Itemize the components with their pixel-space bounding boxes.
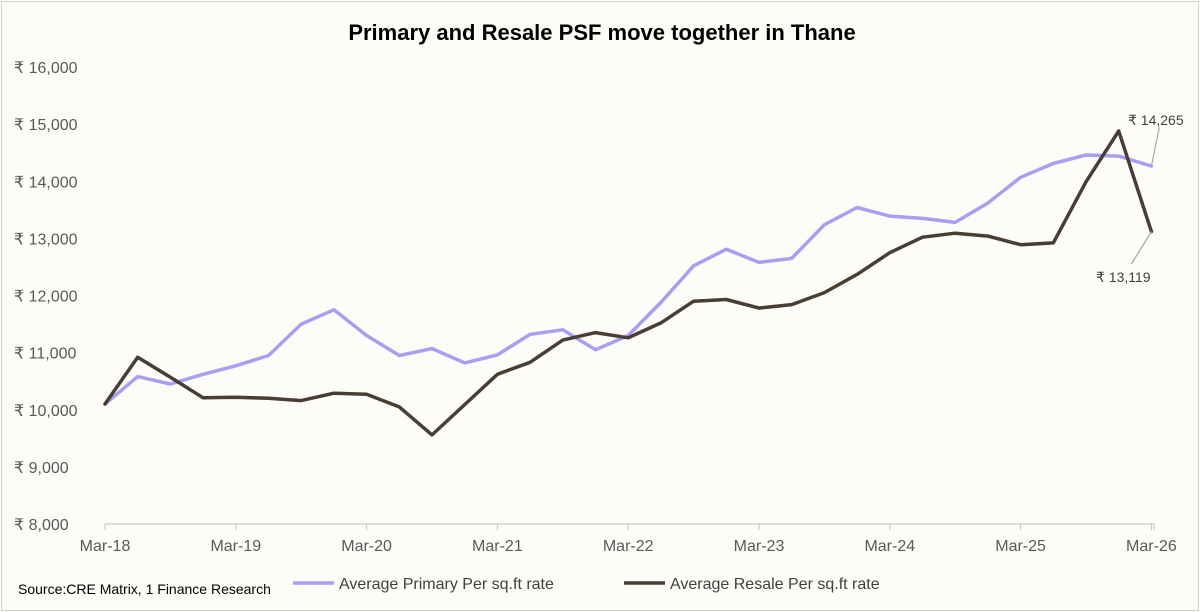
annotation-leader-primary	[1150, 126, 1160, 167]
x-tick-label: Mar-22	[603, 538, 654, 555]
x-tick-label: Mar-20	[341, 538, 392, 555]
x-axis: Mar-18 Mar-19 Mar-20 Mar-21 Mar-22 Mar-23 Mar-…	[80, 523, 1177, 555]
series-line-resale	[103, 129, 1154, 437]
y-tick-label: ₹ 16,000	[14, 60, 78, 77]
x-tick-label: Mar-19	[210, 538, 261, 555]
annotation-resale-last: ₹ 13,119	[1096, 269, 1151, 285]
x-tick-label: Mar-26	[1126, 538, 1177, 555]
y-tick-label: ₹ 15,000	[14, 117, 78, 134]
x-tick-label: Mar-24	[864, 538, 915, 555]
y-tick-label: ₹ 13,000	[14, 231, 78, 248]
y-tick-label: ₹ 14,000	[14, 174, 78, 191]
chart-title: Primary and Resale PSF move together in …	[348, 20, 855, 45]
series-line-primary	[103, 153, 1154, 406]
x-tick-label: Mar-18	[80, 538, 131, 555]
annotations: ₹ 14,265 ₹ 13,119	[1096, 112, 1184, 285]
y-tick-label: ₹ 9,000	[14, 460, 69, 477]
legend-label-primary: Average Primary Per sq.ft rate	[339, 576, 554, 593]
y-tick-label: ₹ 11,000	[14, 346, 76, 363]
source-note: Source:CRE Matrix, 1 Finance Research	[18, 581, 271, 597]
legend: Average Primary Per sq.ft rate Average R…	[293, 576, 880, 593]
x-tick-label: Mar-21	[472, 538, 523, 555]
annotation-leader-resale	[1130, 231, 1152, 265]
y-axis: ₹ 8,000 ₹ 9,000 ₹ 10,000 ₹ 11,000 ₹ 12,000 ₹ …	[14, 60, 78, 534]
x-tick-label: Mar-23	[734, 538, 785, 555]
legend-label-resale: Average Resale Per sq.ft rate	[670, 576, 880, 593]
annotation-primary-last: ₹ 14,265	[1128, 112, 1184, 128]
y-tick-label: ₹ 10,000	[14, 403, 78, 420]
y-tick-label: ₹ 8,000	[14, 517, 69, 534]
y-tick-label: ₹ 12,000	[14, 289, 78, 306]
series-layer	[103, 129, 1154, 437]
x-tick-label: Mar-25	[995, 538, 1046, 555]
